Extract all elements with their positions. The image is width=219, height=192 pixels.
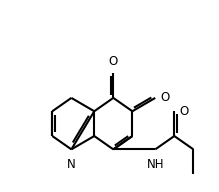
Text: NH: NH [147,158,164,171]
Text: O: O [160,91,169,104]
Text: O: O [179,105,188,118]
Text: O: O [109,55,118,68]
Text: N: N [67,158,76,171]
